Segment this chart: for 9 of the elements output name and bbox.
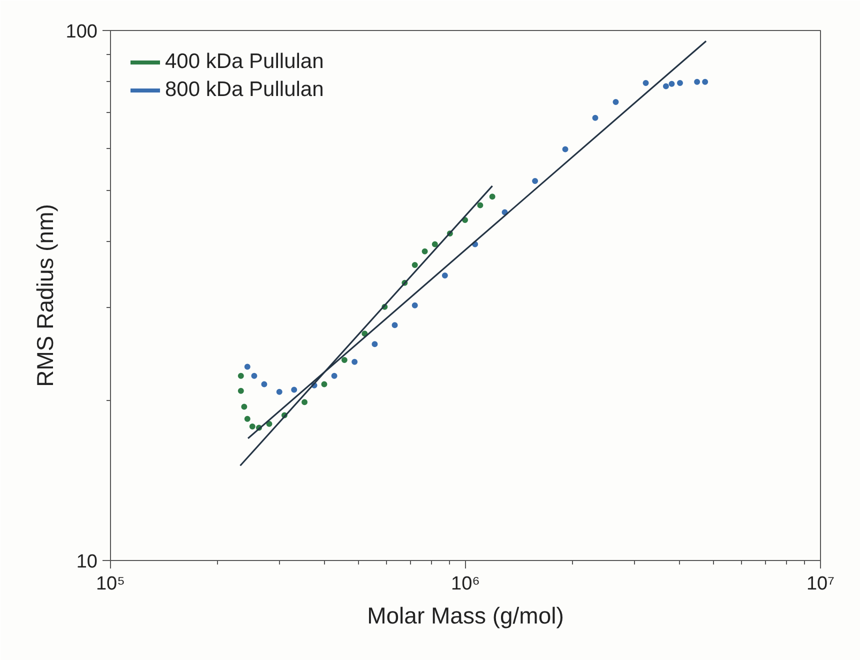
x-tick-label: 10⁶ [451,574,480,594]
legend-label: 800 kDa Pullulan [165,78,324,102]
y-tick-label: 100 [66,22,98,42]
y-tick-label: 10 [76,552,98,572]
x-tick-label: 10⁷ [806,574,835,594]
legend-label: 400 kDa Pullulan [165,50,324,74]
y-axis-title: RMS Radius (nm) [32,204,58,387]
x-axis-title: Molar Mass (g/mol) [367,602,564,628]
x-tick-label: 10⁵ [96,574,126,594]
